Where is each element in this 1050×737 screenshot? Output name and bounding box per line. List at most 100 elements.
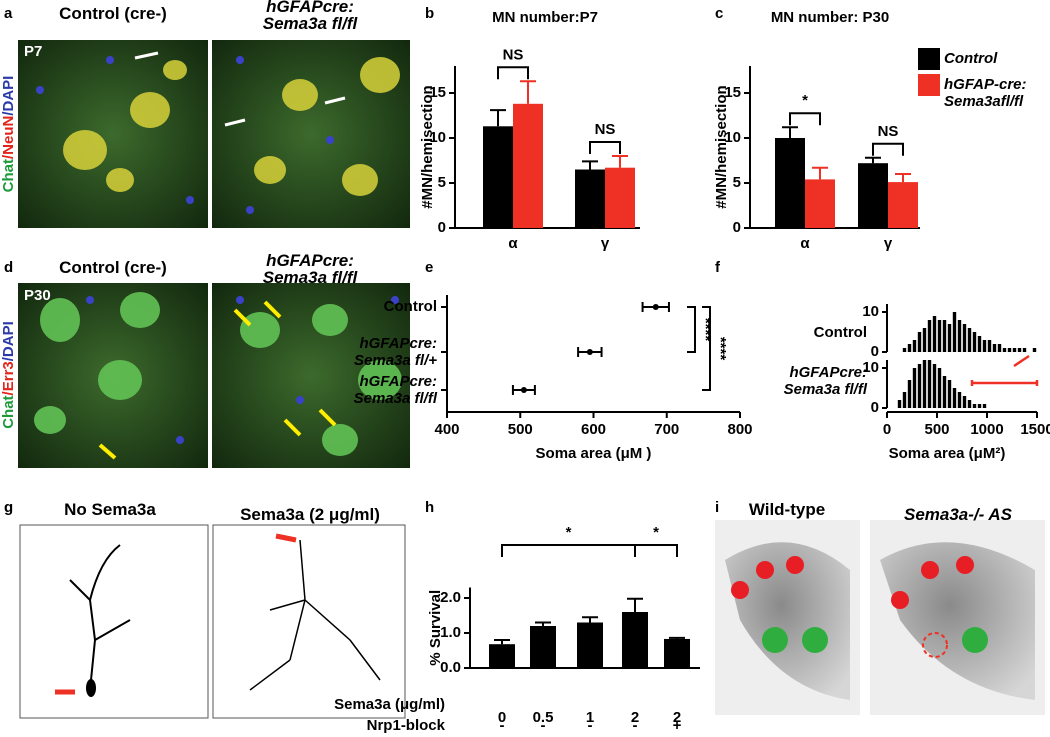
error-bar <box>582 160 598 170</box>
x-tick-label: - <box>588 717 593 734</box>
legend-swatch <box>918 48 940 70</box>
histogram-bar <box>977 404 982 408</box>
histogram-bar <box>912 368 917 408</box>
y-tick-label: hGFAPcre: Sema3a fl/+ <box>354 335 437 369</box>
error-bar <box>494 639 510 645</box>
panel-heading: Sema3a (2 μg/ml) <box>240 505 380 524</box>
bar <box>858 163 888 228</box>
histogram-bar <box>997 344 1002 352</box>
histogram-bar <box>937 368 942 408</box>
y-tick-label: 1.0 <box>440 624 461 641</box>
x-tick-label: - <box>541 717 546 734</box>
panel-heading: No Sema3a <box>64 500 156 519</box>
bar <box>605 167 635 228</box>
x-tick-label: 700 <box>654 421 679 438</box>
significance-label: * <box>566 524 572 541</box>
error-bar <box>865 156 881 164</box>
image <box>19 524 209 719</box>
x-tick-label: 400 <box>434 421 459 438</box>
y-tick-label: 2.0 <box>440 589 461 606</box>
histogram-bar <box>1012 348 1017 352</box>
error-bar <box>520 80 536 104</box>
legend-label: hGFAP-cre: Sema3afl/fl <box>944 76 1027 110</box>
panel-letter: d <box>4 259 13 276</box>
bar <box>805 179 835 228</box>
lost-neuron <box>922 632 948 658</box>
x-tick-label: + <box>673 717 682 734</box>
y-tick-label: 0 <box>871 343 879 360</box>
error-bar <box>490 109 506 127</box>
x-tick-label: 0 <box>883 421 891 438</box>
chart-title: MN number: P30 <box>771 9 889 26</box>
y-tick-label: 0 <box>438 219 446 236</box>
y-tick-label: 10 <box>429 129 446 146</box>
histogram-bar <box>917 332 922 352</box>
channel-name: /DAPI <box>0 76 17 116</box>
histogram-bar <box>957 392 962 408</box>
chart-title: MN number:P7 <box>492 9 598 26</box>
significance-label: **** <box>712 337 729 361</box>
y-tick-label: 5 <box>438 174 446 191</box>
image <box>212 524 406 719</box>
x-tick-label: 800 <box>727 421 752 438</box>
significance-bracket <box>501 544 636 557</box>
histogram-bar <box>992 344 997 352</box>
y-tick-label: 0.0 <box>440 659 461 676</box>
point <box>586 349 593 355</box>
histogram-bar <box>982 340 987 352</box>
channel-name: Chat <box>0 395 17 428</box>
x-tick-label: - <box>500 717 505 734</box>
x-tick-label: - <box>633 717 638 734</box>
y-axis-label: #MN/hemisection <box>713 85 730 208</box>
histogram-bar <box>1002 348 1007 352</box>
y-tick-label: Control <box>383 298 437 315</box>
astrocytes <box>731 556 974 609</box>
stage-label: P7 <box>24 43 42 60</box>
diagram-shape <box>880 542 1035 700</box>
panel-heading: hGFAPcre: Sema3a fl/fl <box>262 251 358 287</box>
histogram-bar <box>962 396 967 408</box>
panel-letter: f <box>715 259 721 276</box>
panel-letter: g <box>4 499 13 516</box>
y-tick-label: 10 <box>862 303 879 320</box>
histogram-bar <box>972 332 977 352</box>
significance-label: NS <box>595 121 616 138</box>
histogram-bar <box>952 388 957 408</box>
error-bar <box>627 597 643 612</box>
panel-letter: b <box>425 5 434 22</box>
panel-letter: i <box>715 499 719 516</box>
bar <box>575 169 605 228</box>
x-axis-label: Nrp1-block <box>367 717 446 734</box>
histogram-bar <box>907 344 912 352</box>
panel-letter: e <box>425 259 433 276</box>
bar <box>489 644 515 668</box>
panel-heading: Sema3a-/- AS <box>903 505 1013 524</box>
error-bar <box>535 621 551 626</box>
histogram-bar <box>922 360 927 408</box>
y-tick-label: 10 <box>862 359 879 376</box>
neuron <box>69 544 131 691</box>
bar <box>622 612 648 668</box>
histogram-bar <box>967 328 972 352</box>
error-bar <box>612 155 628 168</box>
x-axis-label: Soma area (μM ) <box>536 445 652 462</box>
histogram-bar <box>942 320 947 352</box>
significance-bracket <box>687 306 696 353</box>
significance-bracket <box>702 306 711 391</box>
x-tick-label: γ <box>601 235 610 252</box>
significance-label: **** <box>697 318 714 342</box>
x-tick-label: 0 <box>498 709 506 726</box>
channel-label: Chat/NeuN/DAPI <box>0 76 17 193</box>
channel-name: /NeuN <box>0 116 17 159</box>
bar <box>530 626 556 668</box>
x-tick-label: α <box>508 235 518 252</box>
histogram-bar <box>927 320 932 352</box>
histogram-bar <box>1007 348 1012 352</box>
x-axis-label: Soma area (μM²) <box>889 445 1006 462</box>
cells <box>34 292 402 456</box>
x-tick-label: 500 <box>924 421 949 438</box>
motor-neurons <box>762 627 988 653</box>
histogram-bar <box>1022 348 1027 352</box>
significance-label: NS <box>503 46 524 63</box>
